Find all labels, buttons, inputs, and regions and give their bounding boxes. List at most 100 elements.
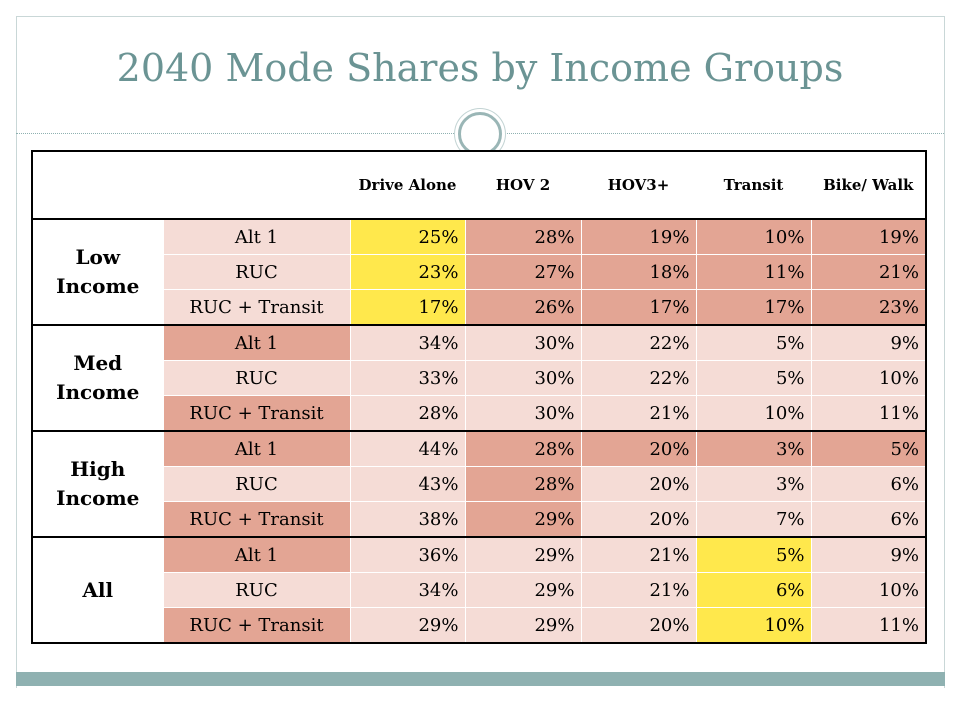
value-cell-hov2: 29% bbox=[464, 536, 582, 573]
table-row: RUC 33% 30% 22% 5% 10% bbox=[32, 360, 927, 396]
value-cell-bike-walk: 11% bbox=[810, 395, 927, 432]
value-cell-transit: 5% bbox=[695, 360, 812, 396]
value-cell-transit: 7% bbox=[695, 501, 812, 538]
header-drive-alone: Drive Alone bbox=[349, 150, 466, 220]
value-cell-hov2: 29% bbox=[464, 572, 582, 608]
value-cell-transit: 5% bbox=[695, 324, 812, 361]
value-cell-drive-alone: 28% bbox=[349, 395, 466, 432]
value-cell-drive-alone: 33% bbox=[349, 360, 466, 396]
value-cell-drive-alone: 17% bbox=[349, 289, 466, 326]
value-cell-transit: 17% bbox=[695, 289, 812, 326]
table-header-row: Drive Alone HOV 2 HOV3+ Transit Bike/ Wa… bbox=[31, 150, 927, 220]
frame-right-line bbox=[944, 16, 945, 688]
value-cell-drive-alone: 29% bbox=[349, 607, 466, 644]
value-cell-hov2: 30% bbox=[464, 395, 582, 432]
header-hov3plus: HOV3+ bbox=[580, 150, 697, 220]
table-row: RUC + Transit 28% 30% 21% 10% 11% bbox=[32, 395, 927, 432]
value-cell-bike-walk: 6% bbox=[810, 466, 927, 502]
value-cell-drive-alone: 44% bbox=[349, 430, 466, 467]
value-cell-hov3plus: 22% bbox=[580, 324, 697, 361]
table-row: RUC 23% 27% 18% 11% 21% bbox=[32, 254, 927, 290]
scenario-label: RUC + Transit bbox=[162, 289, 351, 326]
value-cell-bike-walk: 10% bbox=[810, 572, 927, 608]
value-cell-bike-walk: 9% bbox=[810, 536, 927, 573]
frame-top-line bbox=[16, 16, 944, 17]
value-cell-bike-walk: 19% bbox=[810, 218, 927, 255]
group-label: Low Income bbox=[31, 218, 164, 326]
value-cell-hov3plus: 19% bbox=[580, 218, 697, 255]
value-cell-hov2: 29% bbox=[464, 607, 582, 644]
value-cell-hov2: 27% bbox=[464, 254, 582, 290]
value-cell-hov3plus: 17% bbox=[580, 289, 697, 326]
scenario-label: RUC + Transit bbox=[162, 501, 351, 538]
value-cell-drive-alone: 34% bbox=[349, 572, 466, 608]
value-cell-hov3plus: 21% bbox=[580, 572, 697, 608]
value-cell-hov3plus: 20% bbox=[580, 430, 697, 467]
value-cell-transit: 6% bbox=[695, 572, 812, 608]
value-cell-bike-walk: 23% bbox=[810, 289, 927, 326]
value-cell-hov3plus: 20% bbox=[580, 607, 697, 644]
table-row: RUC + Transit 38% 29% 20% 7% 6% bbox=[32, 501, 927, 538]
scenario-label: Alt 1 bbox=[162, 324, 351, 361]
value-cell-hov2: 29% bbox=[464, 501, 582, 538]
scenario-label: Alt 1 bbox=[162, 218, 351, 255]
table-row: RUC 34% 29% 21% 6% 10% bbox=[32, 572, 927, 608]
header-transit: Transit bbox=[695, 150, 812, 220]
table-row: Low Income Alt 1 25% 28% 19% 10% 19% bbox=[31, 218, 927, 326]
group-label: All bbox=[31, 536, 164, 644]
value-cell-transit: 10% bbox=[695, 607, 812, 644]
mode-share-table: Drive Alone HOV 2 HOV3+ Transit Bike/ Wa… bbox=[31, 150, 927, 644]
value-cell-transit: 11% bbox=[695, 254, 812, 290]
table-row: RUC + Transit 29% 29% 20% 10% 11% bbox=[32, 607, 927, 644]
value-cell-hov3plus: 21% bbox=[580, 395, 697, 432]
slide-title: 2040 Mode Shares by Income Groups bbox=[116, 46, 844, 90]
value-cell-transit: 10% bbox=[695, 395, 812, 432]
value-cell-drive-alone: 43% bbox=[349, 466, 466, 502]
value-cell-drive-alone: 36% bbox=[349, 536, 466, 573]
table-row: Med Income Alt 1 34% 30% 22% 5% 9% bbox=[31, 324, 927, 432]
bottom-accent-band bbox=[16, 672, 945, 686]
value-cell-transit: 5% bbox=[695, 536, 812, 573]
scenario-label: Alt 1 bbox=[162, 430, 351, 467]
value-cell-bike-walk: 10% bbox=[810, 360, 927, 396]
value-cell-hov2: 30% bbox=[464, 324, 582, 361]
value-cell-hov2: 28% bbox=[464, 466, 582, 502]
header-bike-walk: Bike/ Walk bbox=[810, 150, 927, 220]
table-row: High Income Alt 1 44% 28% 20% 3% 5% bbox=[31, 430, 927, 538]
value-cell-hov3plus: 22% bbox=[580, 360, 697, 396]
group-label: Med Income bbox=[31, 324, 164, 432]
table-row: RUC 43% 28% 20% 3% 6% bbox=[32, 466, 927, 502]
scenario-label: RUC bbox=[162, 360, 351, 396]
scenario-label: RUC + Transit bbox=[162, 395, 351, 432]
value-cell-hov2: 28% bbox=[464, 218, 582, 255]
value-cell-drive-alone: 25% bbox=[349, 218, 466, 255]
value-cell-hov3plus: 20% bbox=[580, 466, 697, 502]
value-cell-drive-alone: 38% bbox=[349, 501, 466, 538]
table-row: All Alt 1 36% 29% 21% 5% 9% bbox=[31, 536, 927, 644]
scenario-label: Alt 1 bbox=[162, 536, 351, 573]
value-cell-drive-alone: 34% bbox=[349, 324, 466, 361]
table-body: Low Income Alt 1 25% 28% 19% 10% 19% RUC 23% 27% 1… bbox=[31, 218, 927, 644]
value-cell-drive-alone: 23% bbox=[349, 254, 466, 290]
scenario-label: RUC bbox=[162, 466, 351, 502]
value-cell-hov2: 26% bbox=[464, 289, 582, 326]
value-cell-transit: 10% bbox=[695, 218, 812, 255]
group-label: High Income bbox=[31, 430, 164, 538]
table-row: RUC + Transit 17% 26% 17% 17% 23% bbox=[32, 289, 927, 326]
frame-left-line bbox=[16, 16, 17, 688]
scenario-label: RUC bbox=[162, 572, 351, 608]
value-cell-transit: 3% bbox=[695, 466, 812, 502]
value-cell-bike-walk: 6% bbox=[810, 501, 927, 538]
scenario-label: RUC bbox=[162, 254, 351, 290]
value-cell-bike-walk: 9% bbox=[810, 324, 927, 361]
value-cell-hov3plus: 18% bbox=[580, 254, 697, 290]
header-hov2: HOV 2 bbox=[464, 150, 582, 220]
value-cell-bike-walk: 21% bbox=[810, 254, 927, 290]
scenario-label: RUC + Transit bbox=[162, 607, 351, 644]
header-blank-cell bbox=[31, 150, 351, 220]
value-cell-hov3plus: 21% bbox=[580, 536, 697, 573]
value-cell-hov2: 28% bbox=[464, 430, 582, 467]
value-cell-bike-walk: 11% bbox=[810, 607, 927, 644]
value-cell-hov3plus: 20% bbox=[580, 501, 697, 538]
value-cell-bike-walk: 5% bbox=[810, 430, 927, 467]
